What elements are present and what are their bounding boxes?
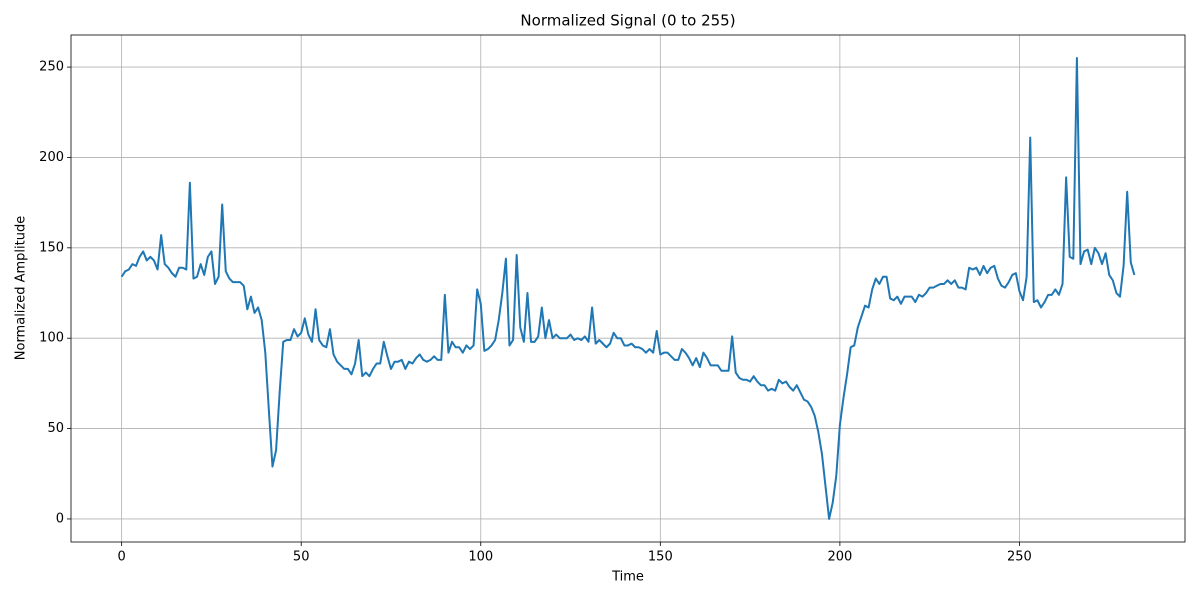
y-tick-label: 250 [39,60,64,75]
chart-title: Normalized Signal (0 to 255) [520,12,735,30]
plot-frame [70,34,1186,543]
y-tick-label: 0 [56,511,64,526]
y-tick-label: 150 [39,240,64,255]
y-axis-label: Normalized Amplitude [14,216,29,360]
x-tick-label: 50 [293,550,310,565]
signal-line [120,57,1136,520]
x-axis-label: Time [611,570,644,585]
x-tick-label: 150 [648,550,673,565]
x-tick-label: 250 [1007,550,1032,565]
y-tick-label: 100 [39,331,64,346]
x-tick-label: 0 [117,550,125,565]
x-tick-label: 100 [468,550,493,565]
x-tick-label: 200 [827,550,852,565]
y-tick-label: 200 [39,150,64,165]
y-tick-label: 50 [47,421,64,436]
